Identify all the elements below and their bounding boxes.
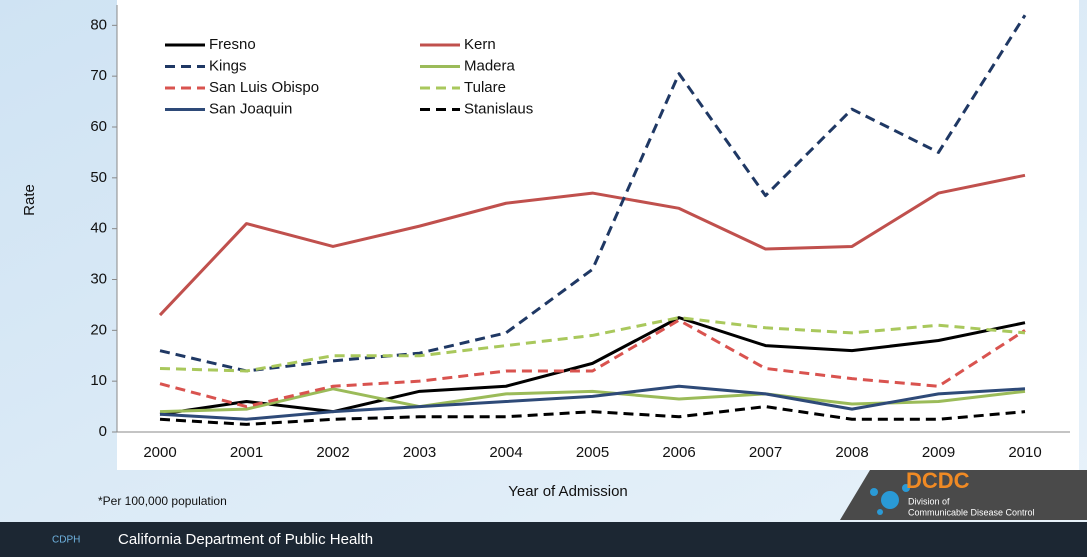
footer-bar (0, 522, 1087, 557)
badge-icon (881, 491, 899, 509)
badge-title: DCDC (906, 468, 970, 493)
x-tick-label: 2004 (489, 444, 522, 461)
x-tick-label: 2007 (749, 444, 782, 461)
x-tick-label: 2005 (576, 444, 609, 461)
legend-label: Fresno (209, 36, 256, 53)
series-line (159, 384, 1026, 421)
badge-line: Communicable Disease Control (908, 507, 1035, 517)
x-tick-label: 2000 (143, 444, 176, 461)
series-line (159, 318, 1026, 409)
y-tick-label: 60 (90, 118, 107, 135)
series-line (159, 405, 1026, 426)
x-tick-label: 2001 (230, 444, 263, 461)
legend-label: Stanislaus (464, 100, 533, 117)
series-line (159, 14, 1027, 373)
badge-icon (870, 488, 878, 496)
badge-line: Division of (908, 496, 950, 506)
footer-logo: CDPH (52, 535, 80, 546)
x-tick-label: 2010 (1008, 444, 1041, 461)
x-axis-label: Year of Admission (508, 483, 628, 500)
badge-background (840, 470, 1087, 520)
legend-label: Kings (209, 57, 247, 74)
y-tick-label: 50 (90, 169, 107, 186)
y-tick-label: 70 (90, 67, 107, 84)
series-line (159, 316, 1026, 373)
y-tick-label: 20 (90, 321, 107, 338)
y-axis-label: Rate (21, 184, 38, 216)
series-line (158, 173, 1026, 317)
y-tick-label: 10 (90, 372, 107, 389)
x-tick-label: 2006 (662, 444, 695, 461)
x-tick-label: 2002 (316, 444, 349, 461)
footer-org: California Department of Public Health (118, 531, 373, 548)
x-tick-label: 2008 (835, 444, 868, 461)
series-line (159, 316, 1026, 416)
x-tick-label: 2003 (403, 444, 436, 461)
legend-label: San Luis Obispo (209, 79, 319, 96)
legend-label: San Joaquin (209, 100, 292, 117)
note: *Per 100,000 population (98, 494, 227, 508)
plot: 0 10 20 30 40 50 60 70 80 2000 2001 2002 2003 2004 200… (90, 5, 1070, 461)
y-tick-label: 30 (90, 270, 107, 287)
x-tick-label: 2009 (922, 444, 955, 461)
legend-label: Tulare (464, 79, 506, 96)
y-tick-label: 0 (99, 423, 107, 440)
badge-icon (877, 509, 883, 515)
legend-label: Kern (464, 36, 496, 53)
y-tick-label: 80 (90, 16, 107, 33)
plot-background (117, 0, 1079, 470)
badge-icon (902, 484, 910, 492)
y-tick-label: 40 (90, 220, 107, 237)
legend-label: Madera (464, 57, 516, 74)
